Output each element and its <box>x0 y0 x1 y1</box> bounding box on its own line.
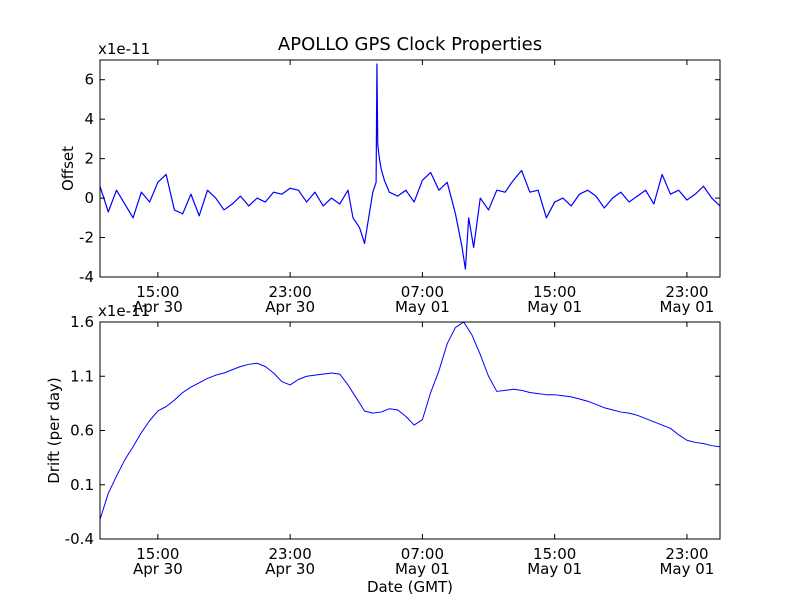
panel-2-scale-label: x1e-11 <box>98 302 150 320</box>
panel-2-series-drift-line <box>100 322 720 520</box>
panel-1-xtick-date-label-1: Apr 30 <box>265 298 315 316</box>
panel-1-ylabel: Offset <box>59 146 77 191</box>
panel-1-xtick-time-label-3: 15:00 <box>533 283 576 301</box>
panel-1-title: APOLLO GPS Clock Properties <box>278 34 542 55</box>
panel-1-scale-label: x1e-11 <box>98 40 150 58</box>
panel-2-ytick-label-1: 1.1 <box>70 367 94 385</box>
panel-2-xtick-date-label-3: May 01 <box>527 560 582 578</box>
panel-2-xtick-date-label-2: May 01 <box>395 560 450 578</box>
panel-2-xtick-time-label-1: 23:00 <box>269 545 312 563</box>
panel-2-xtick-time-label-0: 15:00 <box>136 545 179 563</box>
panel-2-xtick-time-label-3: 15:00 <box>533 545 576 563</box>
panel-2-ylabel: Drift (per day) <box>45 377 63 484</box>
panel-2-ytick-label-2: 0.6 <box>70 422 94 440</box>
panel-1-ytick-label-3: 0 <box>84 189 94 207</box>
panel-1-series-offset-line <box>100 63 720 270</box>
panel-2-xtick-time-label-4: 23:00 <box>665 545 708 563</box>
panel-1-xtick-time-label-4: 23:00 <box>665 283 708 301</box>
panel-1-xtick-time-label-1: 23:00 <box>269 283 312 301</box>
panel-1-axes-frame <box>99 59 721 278</box>
panel-1-xtick-time-label-2: 07:00 <box>401 283 444 301</box>
panel-1-ytick-label-4: -2 <box>79 229 94 247</box>
panel-1-ytick-label-1: 4 <box>84 110 94 128</box>
panel-1-xtick-date-label-2: May 01 <box>395 298 450 316</box>
panel-2-ytick-label-4: -0.4 <box>65 530 94 548</box>
panel-2-xlabel: Date (GMT) <box>367 578 453 596</box>
panel-2-xtick-date-label-0: Apr 30 <box>133 560 183 578</box>
panel-2-xtick-date-label-1: Apr 30 <box>265 560 315 578</box>
panel-1-ytick-label-2: 2 <box>84 150 94 168</box>
panel-1-xtick-date-label-3: May 01 <box>527 298 582 316</box>
panel-2-ytick-label-3: 0.1 <box>70 476 94 494</box>
panel-2-xtick-time-label-2: 07:00 <box>401 545 444 563</box>
panel-1-xtick-date-label-0: Apr 30 <box>133 298 183 316</box>
panel-2-axes-frame <box>99 321 721 540</box>
panel-1-ytick-label-0: 6 <box>84 71 94 89</box>
panel-1-xtick-time-label-0: 15:00 <box>136 283 179 301</box>
panel-2-xtick-date-label-4: May 01 <box>659 560 714 578</box>
panel-1-ytick-label-5: -4 <box>79 268 94 286</box>
panel-1-xtick-date-label-4: May 01 <box>659 298 714 316</box>
panel-2-ytick-label-0: 1.6 <box>70 313 94 331</box>
